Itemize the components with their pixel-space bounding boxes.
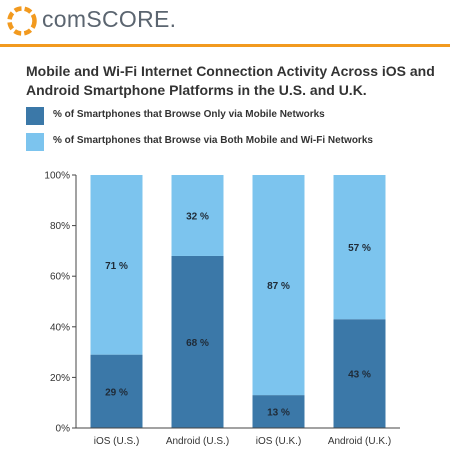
data-label: 32 % [186,211,209,222]
y-tick-label: 40% [50,322,70,333]
category-label: iOS (U.S.) [94,436,140,447]
chart-title: Mobile and Wi-Fi Internet Connection Act… [26,63,435,98]
brand-name: comSCORE. [42,6,177,32]
legend-swatch-mobile-wifi [26,133,44,151]
category-label: iOS (U.K.) [256,436,302,447]
bar-segment [90,354,143,428]
legend-label-mobile-wifi: % of Smartphones that Browse via Both Mo… [53,135,373,146]
legend-item-mobile-only: % of Smartphones that Browse Only via Mo… [26,107,446,125]
data-label: 43 % [348,370,371,381]
header-rule [0,44,450,47]
y-tick-label: 100% [44,171,70,182]
y-tick-label: 20% [50,373,70,384]
data-label: 68 % [186,338,209,349]
legend-swatch-mobile-only [26,107,44,125]
bar-segment [252,175,305,396]
y-tick-label: 0% [56,424,71,435]
header: comSCORE. [0,0,450,44]
category-label: Android (U.K.) [328,436,391,447]
data-label: 29 % [105,387,128,398]
comscore-logo-icon [7,6,37,36]
category-label: Android (U.S.) [166,436,229,447]
data-label: 71 % [105,261,128,272]
y-tick-label: 80% [50,221,70,232]
data-label: 57 % [348,243,371,254]
bar-segment [171,255,224,428]
bar-segment [252,395,305,428]
stacked-bar-chart: 0% 20% 40% 60% 80% 100% 29 % 71 % iOS (U.S.) 68 %… [44,171,400,447]
bar-segment [90,175,143,355]
bar-segment [333,319,386,428]
bar-segment [171,175,224,256]
legend-label-mobile-only: % of Smartphones that Browse Only via Mo… [53,109,325,120]
y-tick-label: 60% [50,272,70,283]
bar-segment [333,175,386,320]
legend-item-mobile-wifi: % of Smartphones that Browse via Both Mo… [26,133,446,151]
data-label: 87 % [267,281,290,292]
data-label: 13 % [267,408,290,419]
